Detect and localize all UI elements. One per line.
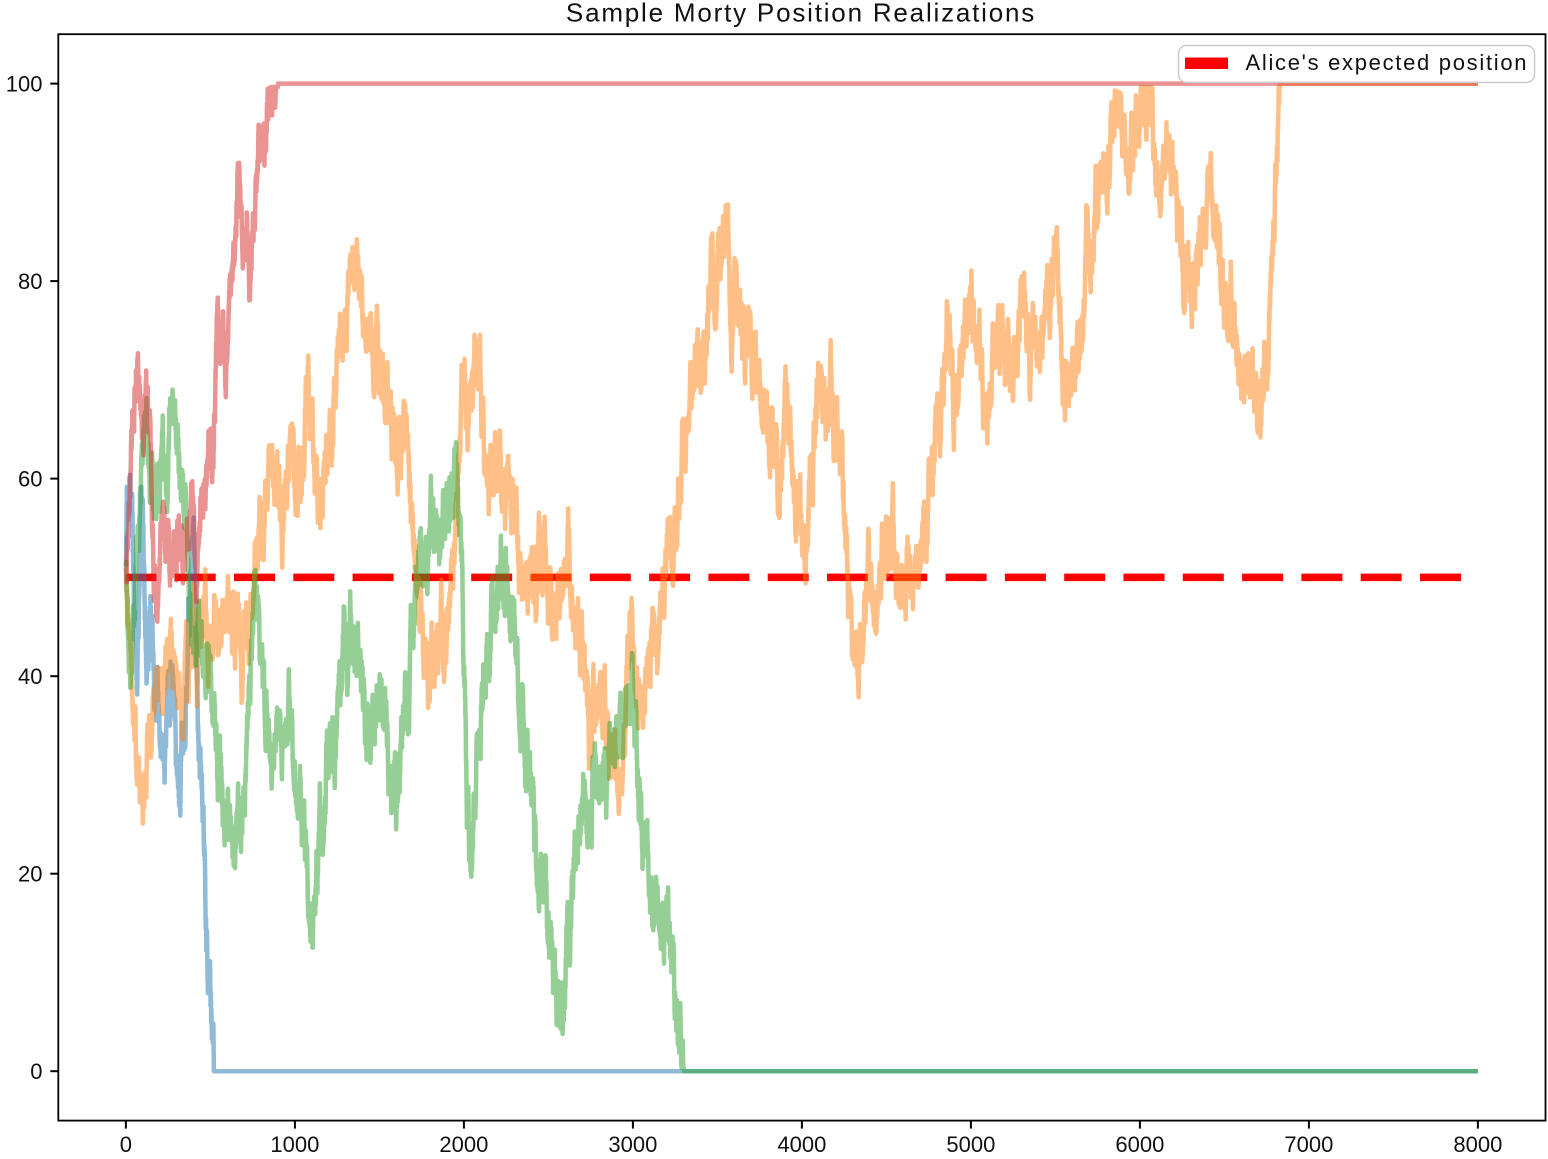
svg-text:5000: 5000 — [946, 1132, 995, 1154]
svg-text:8000: 8000 — [1453, 1132, 1502, 1154]
svg-text:20: 20 — [18, 862, 42, 887]
svg-text:Alice's expected position: Alice's expected position — [1246, 50, 1529, 75]
svg-text:3000: 3000 — [608, 1132, 657, 1154]
svg-text:2000: 2000 — [439, 1132, 488, 1154]
svg-text:Sample Morty Position Realizat: Sample Morty Position Realizations — [566, 0, 1036, 28]
svg-text:40: 40 — [18, 664, 42, 689]
svg-text:6000: 6000 — [1115, 1132, 1164, 1154]
svg-text:7000: 7000 — [1284, 1132, 1333, 1154]
svg-text:1000: 1000 — [270, 1132, 319, 1154]
svg-text:0: 0 — [120, 1132, 132, 1154]
svg-text:4000: 4000 — [777, 1132, 826, 1154]
svg-text:80: 80 — [18, 269, 42, 294]
svg-text:60: 60 — [18, 467, 42, 492]
svg-text:0: 0 — [30, 1059, 42, 1084]
svg-text:100: 100 — [6, 72, 43, 97]
